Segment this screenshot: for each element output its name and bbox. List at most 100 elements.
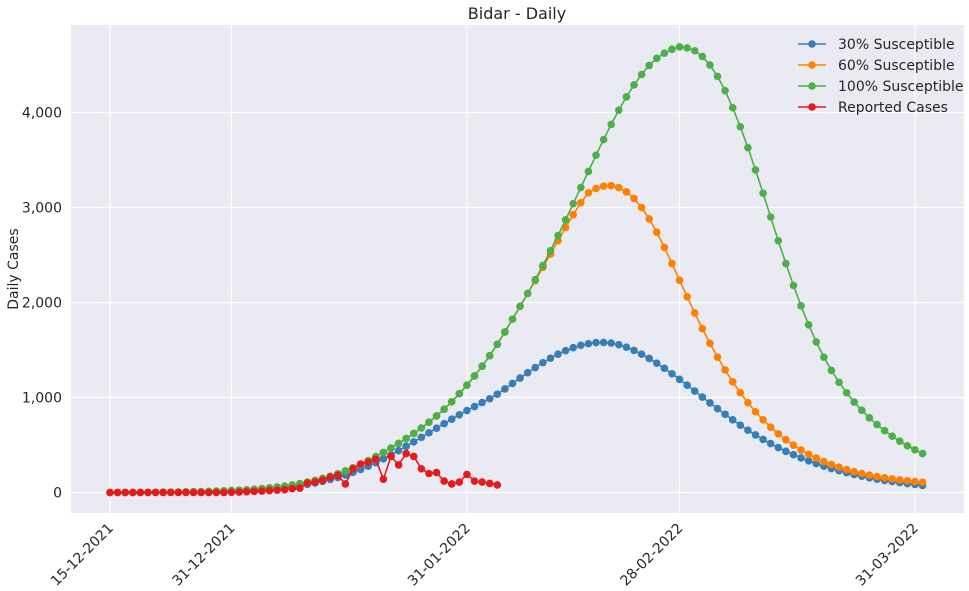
data-point bbox=[220, 488, 228, 497]
y-axis-label: Daily Cases bbox=[6, 228, 22, 309]
data-point bbox=[485, 394, 494, 403]
data-point bbox=[615, 340, 623, 349]
data-point bbox=[736, 421, 745, 429]
data-point bbox=[675, 276, 684, 284]
legend-item: 30% Susceptible bbox=[798, 37, 955, 53]
data-point bbox=[850, 467, 859, 476]
data-point bbox=[873, 420, 881, 429]
data-point bbox=[690, 387, 699, 395]
y-tick-label: 1,000 bbox=[22, 391, 62, 407]
data-point bbox=[599, 135, 608, 144]
data-point bbox=[417, 464, 426, 473]
data-point bbox=[652, 359, 661, 368]
data-point bbox=[485, 351, 494, 360]
data-point bbox=[402, 449, 410, 458]
data-point bbox=[698, 393, 707, 401]
data-point bbox=[144, 488, 152, 497]
x-tick-label: 28-02-2022 bbox=[618, 521, 687, 590]
data-point bbox=[425, 469, 433, 478]
data-point bbox=[417, 433, 426, 442]
data-point bbox=[273, 486, 281, 494]
data-point bbox=[151, 488, 160, 497]
data-point bbox=[835, 378, 843, 387]
data-point bbox=[721, 410, 729, 419]
data-point bbox=[470, 477, 479, 485]
data-point bbox=[402, 442, 410, 451]
data-point bbox=[873, 472, 881, 481]
data-point bbox=[744, 143, 752, 152]
data-point bbox=[774, 443, 783, 452]
data-point bbox=[447, 480, 456, 488]
data-point bbox=[827, 366, 836, 375]
data-point bbox=[615, 106, 623, 114]
x-tick-label: 31-01-2022 bbox=[405, 521, 474, 590]
legend: 30% Susceptible 60% Susceptible 100% Susce… bbox=[798, 37, 964, 116]
data-point bbox=[782, 259, 790, 268]
data-point bbox=[440, 477, 448, 485]
data-point bbox=[797, 302, 805, 310]
data-point bbox=[174, 488, 183, 497]
data-point bbox=[804, 450, 813, 459]
data-point bbox=[918, 449, 927, 458]
data-point bbox=[379, 448, 388, 457]
x-tick-label: 31-03-2022 bbox=[853, 521, 922, 590]
data-point bbox=[895, 476, 904, 484]
data-point bbox=[539, 261, 547, 270]
data-point bbox=[516, 302, 524, 311]
data-point bbox=[364, 458, 373, 466]
data-point bbox=[577, 341, 585, 350]
data-point bbox=[690, 309, 699, 317]
data-point bbox=[850, 398, 859, 406]
data-point bbox=[820, 457, 828, 466]
data-point bbox=[523, 289, 532, 298]
data-point bbox=[683, 381, 691, 389]
data-point bbox=[607, 339, 615, 347]
data-point bbox=[561, 346, 570, 355]
data-point bbox=[622, 188, 631, 196]
data-point bbox=[265, 486, 274, 495]
data-point bbox=[759, 189, 767, 198]
data-point bbox=[455, 478, 464, 486]
data-point bbox=[584, 188, 593, 197]
data-point bbox=[546, 246, 555, 255]
data-point bbox=[106, 488, 114, 497]
data-point bbox=[880, 426, 889, 435]
data-point bbox=[387, 444, 395, 452]
data-point bbox=[508, 315, 517, 323]
x-tick-label: 31-12-2021 bbox=[169, 521, 238, 590]
legend-label: 30% Susceptible bbox=[838, 37, 955, 53]
data-point bbox=[918, 478, 927, 487]
data-point bbox=[599, 182, 608, 190]
data-point bbox=[706, 61, 714, 69]
data-point bbox=[675, 375, 684, 384]
data-point bbox=[493, 340, 502, 349]
data-point bbox=[250, 487, 259, 496]
data-point bbox=[447, 397, 456, 406]
data-point bbox=[417, 424, 426, 432]
data-point bbox=[660, 364, 669, 373]
data-point bbox=[166, 488, 175, 497]
data-point bbox=[516, 374, 524, 382]
y-tick-label: 2,000 bbox=[22, 296, 62, 312]
data-point bbox=[182, 488, 190, 497]
data-point bbox=[447, 415, 456, 423]
data-point bbox=[463, 406, 471, 415]
data-point bbox=[204, 488, 213, 497]
data-point bbox=[561, 216, 570, 224]
data-point bbox=[668, 45, 676, 54]
data-point bbox=[584, 167, 593, 176]
data-point bbox=[622, 93, 631, 101]
data-point bbox=[706, 339, 714, 348]
data-point bbox=[751, 407, 760, 416]
data-point bbox=[880, 473, 889, 482]
data-point bbox=[478, 362, 486, 370]
data-point bbox=[706, 399, 714, 407]
data-point bbox=[827, 460, 836, 469]
legend-marker bbox=[808, 103, 816, 111]
data-point bbox=[197, 488, 205, 497]
data-point bbox=[911, 446, 919, 454]
data-point bbox=[455, 410, 464, 419]
data-point bbox=[478, 398, 486, 407]
data-point bbox=[318, 476, 327, 484]
